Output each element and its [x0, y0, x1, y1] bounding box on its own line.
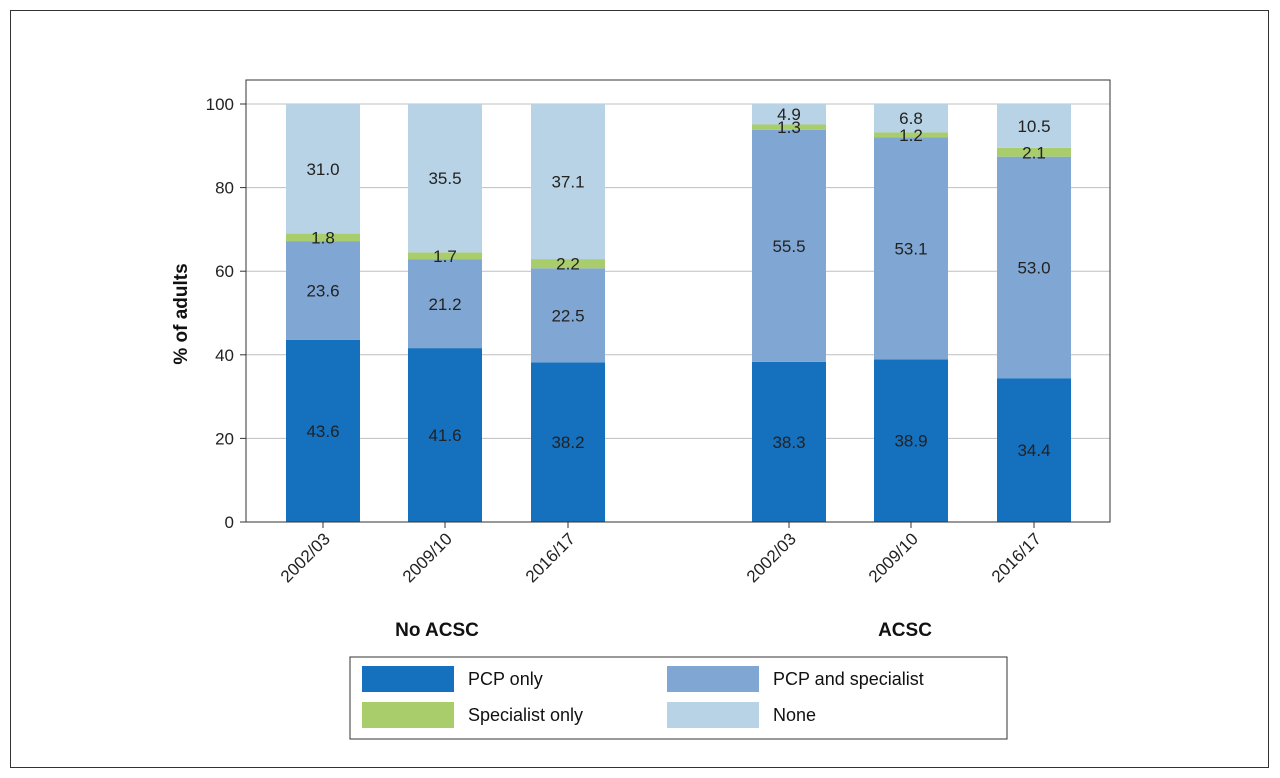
- x-tick-label: 2016/17: [988, 529, 1045, 586]
- legend-swatch: [362, 666, 454, 692]
- y-tick-label: 0: [225, 513, 234, 532]
- data-label: 38.3: [772, 433, 805, 452]
- group-label: No ACSC: [395, 620, 479, 641]
- bar-segment: [286, 339, 360, 522]
- bar-segment: [408, 252, 482, 260]
- bar-segment: [286, 233, 360, 242]
- legend: PCP only PCP and specialist Specialist onl…: [349, 656, 1008, 740]
- group-labels: No ACSC ACSC: [395, 620, 932, 641]
- x-axis-ticks: 2002/03 2009/10 2016/17 2002/03 2009/10 2016/…: [277, 522, 1045, 586]
- bar-segment: [286, 104, 360, 234]
- bar-segment: [531, 268, 605, 363]
- data-label: 35.5: [428, 169, 461, 188]
- data-label: 43.6: [306, 422, 339, 441]
- data-label: 38.9: [894, 432, 927, 451]
- bar-segment: [286, 241, 360, 340]
- legend-swatch: [667, 702, 759, 728]
- legend-label: PCP only: [468, 669, 543, 689]
- legend-swatch: [362, 702, 454, 728]
- bar-segment: [531, 362, 605, 522]
- data-label: 4.9: [777, 105, 801, 124]
- data-label: 10.5: [1017, 117, 1050, 136]
- y-tick-label: 60: [215, 262, 234, 281]
- legend-swatch: [667, 666, 759, 692]
- data-label: 2.2: [556, 255, 580, 274]
- data-label: 38.2: [551, 433, 584, 452]
- bar-segment: [408, 104, 482, 253]
- bar-segment: [997, 147, 1071, 157]
- group-label: ACSC: [878, 620, 932, 641]
- bar-segment: [531, 104, 605, 260]
- bar-segment: [997, 378, 1071, 522]
- x-tick-label: 2016/17: [522, 529, 579, 586]
- data-label: 34.4: [1017, 441, 1050, 460]
- bar-segment: [531, 259, 605, 269]
- chart-frame: [10, 10, 1269, 768]
- data-label: 1.2: [899, 126, 923, 145]
- data-label: 31.0: [306, 160, 339, 179]
- y-axis-ticks: 0 20 40 60 80 100: [206, 95, 246, 532]
- data-label: 6.8: [899, 109, 923, 128]
- bars: [286, 104, 1071, 522]
- plot-area-border: [245, 79, 1111, 523]
- data-label: 22.5: [551, 306, 584, 325]
- data-label: 41.6: [428, 426, 461, 445]
- bar-segment: [752, 124, 826, 130]
- legend-label: Specialist only: [468, 705, 583, 725]
- x-tick-label: 2002/03: [277, 529, 334, 586]
- bar-segment: [408, 348, 482, 522]
- bar-segment: [874, 359, 948, 522]
- data-label: 21.2: [428, 295, 461, 314]
- bar-segment: [874, 132, 948, 138]
- data-label: 53.0: [1017, 258, 1050, 277]
- legend-label: None: [773, 705, 816, 725]
- segment-labels: 43.6 23.6 1.8 31.0 41.6 21.2 1.7 35.5 38.2 22.5 2.…: [306, 105, 1050, 460]
- bar-segment: [997, 156, 1071, 379]
- data-label: 55.5: [772, 237, 805, 256]
- x-tick-label: 2009/10: [399, 529, 456, 586]
- bar-segment: [874, 104, 948, 133]
- x-tick-label: 2002/03: [743, 529, 800, 586]
- y-axis-label: % of adults: [171, 263, 192, 364]
- bar-segment: [752, 104, 826, 125]
- grid-lines: [246, 103, 1110, 439]
- bar-segment: [752, 129, 826, 362]
- legend-label: PCP and specialist: [773, 669, 924, 689]
- data-label: 53.1: [894, 239, 927, 258]
- bar-segment: [408, 259, 482, 349]
- data-label: 23.6: [306, 281, 339, 300]
- bar-segment: [997, 104, 1071, 148]
- y-tick-label: 40: [215, 346, 234, 365]
- data-label: 37.1: [551, 173, 584, 192]
- y-tick-label: 20: [215, 429, 234, 448]
- y-tick-label: 80: [215, 179, 234, 198]
- bar-segment: [752, 361, 826, 522]
- data-label: 1.8: [311, 228, 335, 247]
- data-label: 1.7: [433, 247, 457, 266]
- bar-segment: [874, 137, 948, 360]
- y-tick-label: 100: [206, 95, 234, 114]
- data-label: 1.3: [777, 118, 801, 137]
- x-tick-label: 2009/10: [865, 529, 922, 586]
- data-label: 2.1: [1022, 143, 1046, 162]
